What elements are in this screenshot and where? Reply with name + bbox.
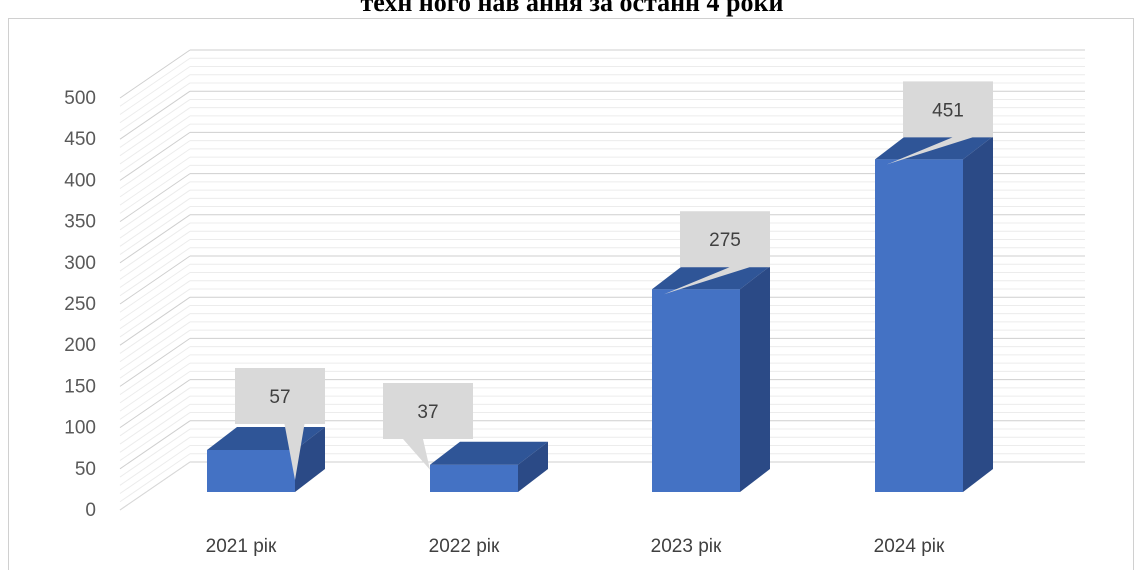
gridline-depth xyxy=(119,222,191,272)
chart-title: техн ного нав ання за останн 4 роки xyxy=(360,0,784,17)
gridline-depth xyxy=(119,239,191,288)
bars xyxy=(207,136,993,492)
data-label-callout xyxy=(235,368,325,480)
gridline-depth xyxy=(119,288,191,338)
gridline-depth xyxy=(119,445,191,494)
data-labels: 57 37 275 451 xyxy=(235,81,993,480)
gridline-depth xyxy=(119,296,191,346)
gridline-depth xyxy=(119,321,191,371)
gridline-depth xyxy=(119,280,191,330)
y-tick-label: 300 xyxy=(64,253,96,274)
y-tick-label: 250 xyxy=(64,294,96,315)
gridline-depth xyxy=(119,148,191,198)
data-label-value: 57 xyxy=(269,387,290,408)
data-label-value: 275 xyxy=(709,230,741,251)
gridline-depth xyxy=(119,197,191,247)
bar-front xyxy=(652,289,740,492)
gridline-depth xyxy=(119,329,191,379)
y-tick-label: 0 xyxy=(85,500,96,521)
gridline-depth xyxy=(119,428,191,478)
bar-front xyxy=(430,464,518,492)
gridline-depth xyxy=(119,337,191,387)
gridline-depth xyxy=(119,131,191,181)
y-tick-label: 350 xyxy=(64,212,96,233)
data-label: 57 xyxy=(235,368,325,480)
gridline-depth xyxy=(119,412,191,461)
y-tick-label: 50 xyxy=(75,459,96,480)
bar xyxy=(652,266,770,492)
gridline-depth xyxy=(119,140,191,190)
y-tick-label: 150 xyxy=(64,376,96,397)
gridline-depth xyxy=(119,387,191,437)
data-label: 451 xyxy=(887,81,993,165)
gridline-depth xyxy=(119,206,191,255)
gridline-depth xyxy=(119,123,191,173)
bar xyxy=(207,426,325,492)
bar-side xyxy=(963,136,993,492)
gridline-depth xyxy=(119,255,191,305)
y-axis: 0 50 100 150 200 250 300 350 400 450 500 xyxy=(64,88,96,521)
chart-area xyxy=(8,18,1134,570)
bar xyxy=(430,441,548,492)
gridline-depth xyxy=(119,74,191,124)
gridline-depth xyxy=(119,453,191,503)
gridline-depth xyxy=(119,370,191,420)
gridline-depth xyxy=(119,82,191,132)
x-tick-label: 2022 рік xyxy=(429,536,500,557)
gridline-depth xyxy=(119,164,191,214)
data-label: 275 xyxy=(664,211,770,295)
bar-side xyxy=(295,426,325,492)
gridline-depth xyxy=(119,305,191,354)
gridline-depth xyxy=(119,263,191,313)
gridline-depth xyxy=(119,156,191,206)
data-label-callout xyxy=(887,81,993,165)
gridline-depth xyxy=(119,379,191,429)
gridline-depth xyxy=(119,362,191,412)
gridline-depth xyxy=(119,99,191,148)
y-tick-label: 450 xyxy=(64,129,96,150)
y-tick-label: 100 xyxy=(64,418,96,439)
x-tick-label: 2024 рік xyxy=(874,536,945,557)
data-label-value: 451 xyxy=(932,100,964,121)
bar-front xyxy=(875,159,963,492)
y-tick-label: 200 xyxy=(64,335,96,356)
gridline-depth xyxy=(119,49,191,99)
gridline-depth xyxy=(119,395,191,445)
gridline-depth xyxy=(119,57,191,107)
data-label-callout xyxy=(383,383,473,470)
floor-edge xyxy=(119,461,191,511)
bar-side xyxy=(740,266,770,492)
gridline-depth xyxy=(119,90,191,140)
gridline-depth xyxy=(119,420,191,470)
bar-front xyxy=(207,449,295,492)
gridline-depth xyxy=(119,346,191,396)
data-label-callout xyxy=(664,211,770,295)
gridline-depth xyxy=(119,272,191,321)
gridline-depth xyxy=(119,173,191,223)
x-tick-label: 2023 рік xyxy=(651,536,722,557)
gridline-depth xyxy=(119,313,191,363)
bar-top xyxy=(430,441,548,465)
gridline-depth xyxy=(119,247,191,297)
gridline-depth xyxy=(119,403,191,453)
gridline-depth xyxy=(119,230,191,280)
x-tick-label: 2021 рік xyxy=(206,536,277,557)
y-tick-label: 500 xyxy=(64,88,96,109)
bar-side xyxy=(518,441,548,492)
data-label-value: 37 xyxy=(417,402,438,423)
gridline-depth xyxy=(119,214,191,264)
gridline-depth xyxy=(119,354,191,404)
y-tick-label: 400 xyxy=(64,170,96,191)
gridline-depth xyxy=(119,107,191,157)
gridline-depth xyxy=(119,66,191,115)
gridline-depth xyxy=(119,181,191,231)
data-label: 37 xyxy=(383,383,473,470)
bar xyxy=(875,136,993,492)
x-axis: 2021 рік 2022 рік 2023 рік 2024 рік xyxy=(206,536,945,557)
gridline-depth xyxy=(119,189,191,239)
gridline-depth xyxy=(119,115,191,165)
gridline-depth xyxy=(119,436,191,486)
